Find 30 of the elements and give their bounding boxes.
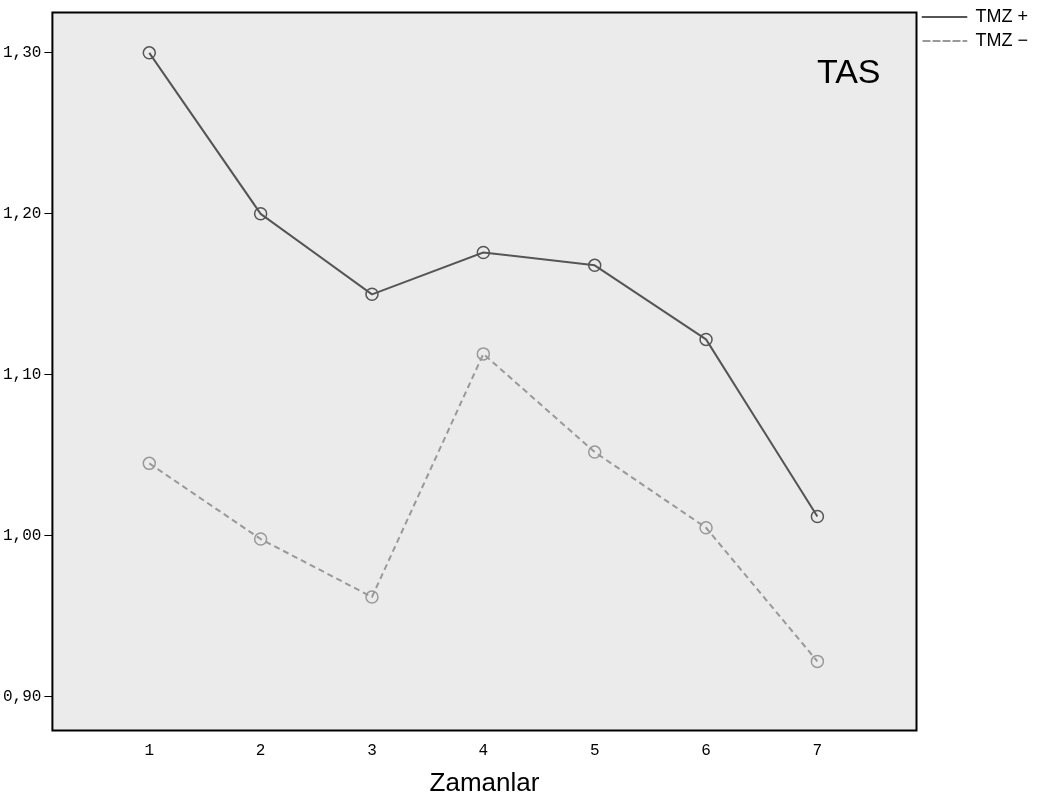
y-tick-label: 1,00 (3, 527, 42, 546)
y-tick-label: 1,30 (3, 44, 42, 63)
point (699, 521, 713, 535)
point (253, 532, 268, 546)
point (365, 590, 379, 604)
point (587, 258, 602, 273)
legend-label: TMZ − (975, 29, 1028, 50)
x-tick-label: 4 (478, 742, 489, 761)
x-tick-label: 7 (812, 742, 823, 761)
point (699, 332, 713, 347)
x-axis-title: Zamanlar (429, 766, 540, 797)
point (810, 654, 825, 669)
y-tick-label: 0,90 (3, 688, 42, 707)
x-tick-label: 2 (255, 742, 266, 761)
point (142, 456, 157, 471)
legend-label: TMZ + (975, 5, 1028, 26)
point (365, 287, 379, 302)
x-tick-label: 3 (367, 742, 377, 761)
annotation: TAS (816, 51, 881, 90)
x-tick-label: 5 (589, 742, 600, 761)
point (253, 207, 268, 221)
point (810, 509, 825, 524)
y-tick-label: 1,20 (3, 205, 42, 224)
point (142, 46, 157, 60)
x-tick-label: 1 (144, 742, 155, 761)
y-tick-label: 1,10 (3, 366, 42, 385)
point (476, 245, 491, 260)
point (476, 347, 491, 361)
x-tick-label: 6 (701, 742, 711, 761)
point (587, 445, 602, 459)
